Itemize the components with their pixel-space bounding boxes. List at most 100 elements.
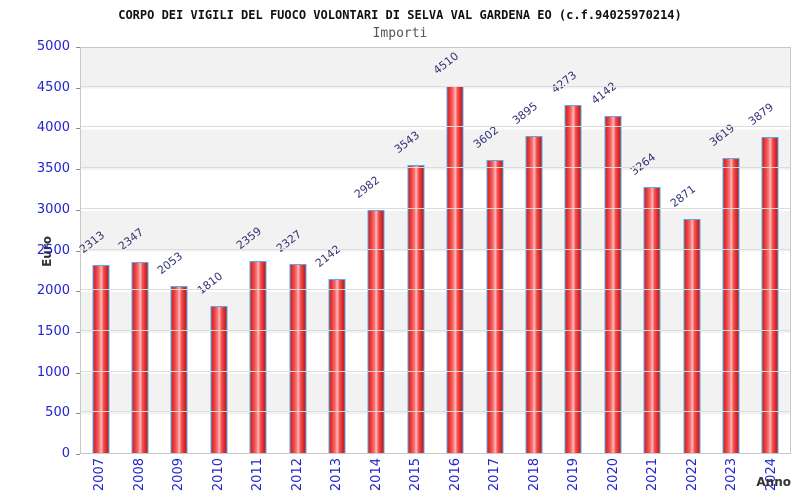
x-tick-label: 2021 [645,458,661,492]
bar-2016 [446,85,464,453]
bar-value-label: 1810 [194,269,225,297]
x-tick-label: 2023 [724,458,740,492]
plot-area: 2313 2347 2053 1810 2359 2327 2142 2982 3543 4510… [77,47,791,454]
y-tick-mark [76,169,80,171]
y-tick-mark [76,331,80,333]
gridline [81,370,790,372]
x-tick-label: 2012 [289,458,305,492]
gridline [81,167,790,169]
y-tick-label: 4000 [36,120,70,136]
x-label-cell: 2021 [633,458,673,500]
x-axis-labels: 2007 2008 2009 2010 2011 2012 2013 2014 2015 2016… [80,458,791,500]
y-tick-mark [76,128,80,130]
gridline [81,207,790,209]
bar-slot: 2313 [77,48,120,453]
bar-slot: 2359 [234,48,278,453]
bar-value-label: 3543 [391,128,422,156]
y-tick-label: 3500 [36,161,70,177]
x-label-cell: 2017 [475,458,515,500]
x-label-cell: 2023 [712,458,752,500]
y-tick-label: 2000 [36,283,70,299]
y-tick-mark [76,413,80,415]
bar-2022 [683,219,701,453]
bar-slot: 2053 [155,48,199,453]
bar-2011 [249,261,267,453]
x-label-cell: 2013 [317,458,357,500]
bar-2021 [643,187,661,453]
gridline [81,126,790,128]
y-tick-label: 2500 [36,242,70,258]
y-tick-label: 500 [45,405,70,421]
chart-subtitle: Importi [372,26,428,41]
bar-slot: 3543 [392,48,435,453]
bar-2020 [604,115,622,453]
bar-value-label: 2327 [273,227,304,255]
bar-slot: 3895 [510,48,553,453]
bar-2017 [486,159,504,453]
x-label-cell: 2016 [436,458,476,500]
y-tick-label: 3000 [36,201,70,217]
y-tick-label: 5000 [36,39,70,54]
bar-slot: 2871 [668,48,711,453]
y-tick-label: 0 [61,446,70,461]
x-label-cell: 2019 [554,458,594,500]
x-tick-label: 2008 [131,458,147,492]
x-label-cell: 2010 [199,458,239,500]
bar-value-label: 3879 [746,100,777,129]
chart-title: CORPO DEI VIGILI DEL FUOCO VOLONTARI DI … [118,8,682,22]
y-tick-mark [76,87,80,89]
bars-container: 2313 2347 2053 1810 2359 2327 2142 2982 3543 4510… [77,48,790,453]
bar-value-label: 2053 [155,249,186,277]
bar-2015 [407,164,425,453]
x-tick-label: 2020 [605,458,621,492]
bar-value-label: 3264 [628,150,659,179]
gridline [81,411,790,413]
bar-value-label: 2142 [313,242,344,270]
bar-2013 [328,278,346,453]
bar-2012 [289,263,307,453]
bar-slot: 2982 [352,48,396,453]
bar-value-label: 4510 [431,49,462,77]
x-tick-label: 2015 [408,458,424,492]
bar-slot: 3619 [707,48,750,453]
bar-slot: 3602 [471,48,514,453]
bar-value-label: 4142 [588,79,619,107]
bar-value-label: 3895 [509,99,541,127]
x-tick-label: 2010 [210,458,226,492]
x-tick-label: 2016 [447,458,463,492]
x-tick-label: 2019 [566,458,582,492]
bar-slot: 4142 [589,48,632,453]
bar-2010 [210,305,228,453]
gridline [81,289,790,291]
x-label-cell: 2015 [396,458,436,500]
y-tick-label: 1500 [36,323,70,339]
bar-slot: 2142 [313,48,356,453]
bar-slot: 2327 [274,48,317,453]
y-tick-mark [76,454,80,455]
x-label-cell: 2007 [80,458,120,500]
bar-slot: 4510 [431,48,475,453]
y-tick-mark [76,47,80,48]
x-label-cell: 2009 [159,458,199,500]
x-label-cell: 2008 [120,458,160,500]
x-tick-label: 2011 [250,458,266,492]
x-label-cell: 2014 [357,458,397,500]
bar-value-label: 2982 [352,173,383,202]
y-tick-mark [76,372,80,374]
x-label-cell: 2012 [278,458,318,500]
x-label-cell: 2022 [673,458,713,500]
x-label-cell: 2018 [515,458,555,500]
gridline [81,248,790,250]
x-tick-label: 2018 [526,458,542,492]
bar-value-label: 3602 [470,123,501,151]
y-tick-label: 4500 [36,79,70,95]
bar-slot: 3264 [628,48,671,453]
bar-2024 [761,137,779,453]
bar-slot: 2347 [116,48,159,453]
bar-2019 [564,105,582,453]
bar-2009 [170,285,188,453]
bar-slot: 1810 [195,48,238,453]
x-label-cell: 2020 [594,458,634,500]
y-tick-mark [76,209,80,211]
y-tick-mark [76,250,80,252]
